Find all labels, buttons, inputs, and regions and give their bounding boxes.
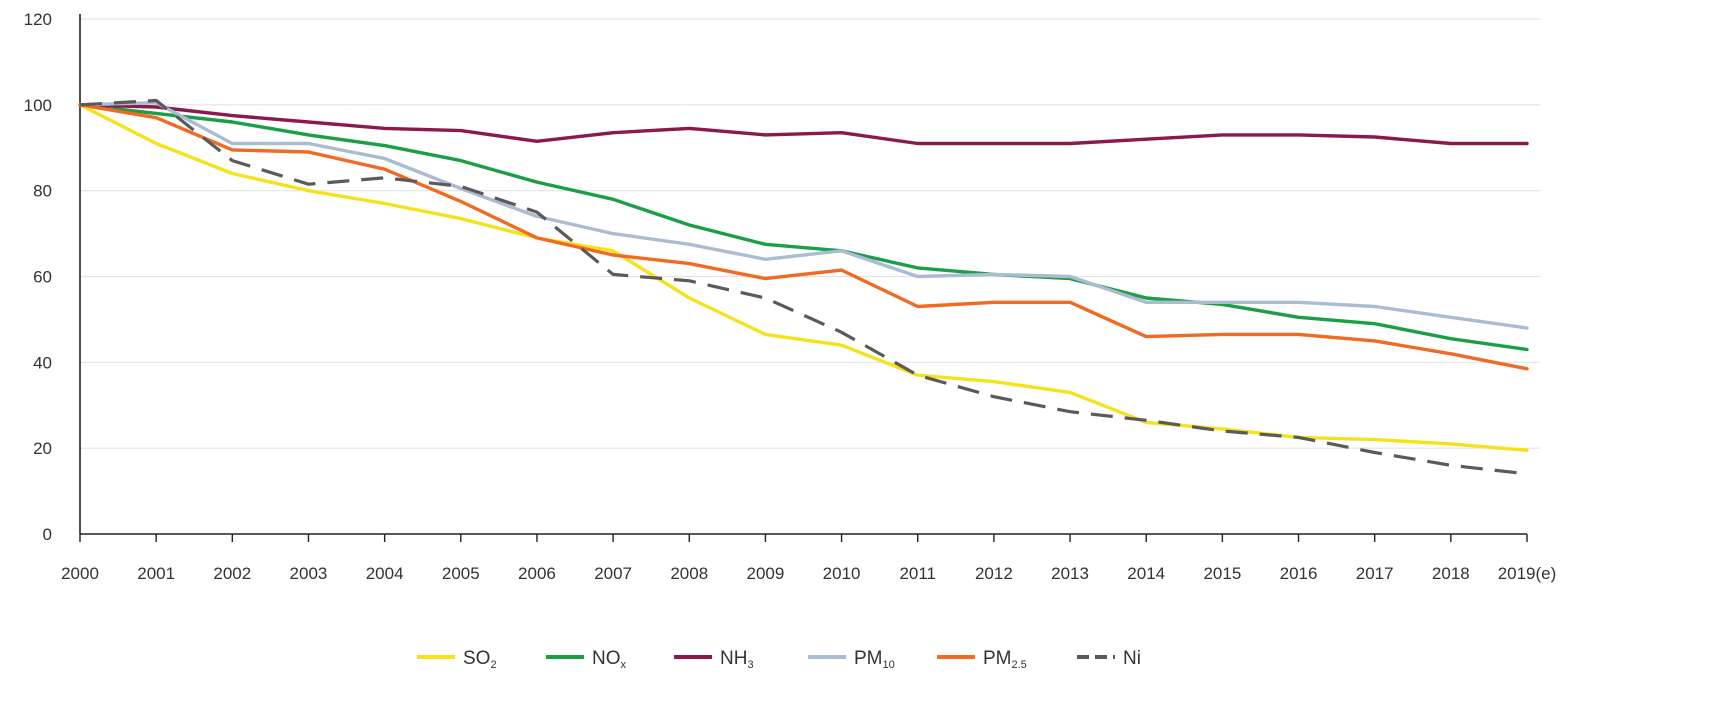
legend-subscript: 2	[490, 659, 496, 671]
y-tick-label: 120	[24, 10, 52, 29]
legend-label-nh3: NH3	[720, 648, 754, 671]
y-tick-label: 100	[24, 96, 52, 115]
x-tick-label: 2014	[1127, 564, 1165, 583]
legend-label-ni: Ni	[1123, 648, 1141, 669]
x-tick-label: 2010	[823, 564, 861, 583]
legend-subscript: 2.5	[1012, 659, 1027, 671]
y-tick-label: 80	[33, 182, 52, 201]
y-tick-label: 60	[33, 268, 52, 287]
x-tick-label: 2009	[747, 564, 785, 583]
x-tick-label: 2005	[442, 564, 480, 583]
series-line-ni	[79, 98, 1528, 476]
series-line-so2	[78, 103, 1529, 452]
legend-name: NH	[720, 648, 747, 669]
y-tick-labels: 0 20 40 60 80 100 120	[24, 10, 52, 544]
y-tick-label: 40	[33, 353, 52, 372]
legend-item-nox: NOx	[546, 648, 627, 671]
legend-label-pm25: PM2.5	[983, 648, 1027, 671]
x-tick-label: 2007	[594, 564, 632, 583]
x-tick-label: 2019(e)	[1498, 564, 1557, 583]
legend-name: NO	[592, 648, 621, 669]
x-tick-label: 2012	[975, 564, 1013, 583]
legend-name: PM	[983, 648, 1012, 669]
legend-label-so2: SO2	[463, 648, 497, 671]
legend-subscript: 10	[883, 659, 895, 671]
legend-item-so2: SO2	[417, 648, 497, 671]
legend-subscript: 3	[747, 659, 753, 671]
x-tick-label: 2003	[290, 564, 328, 583]
y-tick-label: 20	[33, 439, 52, 458]
legend-name: SO	[463, 648, 490, 669]
series-line-pm25	[78, 103, 1529, 371]
legend-name: PM	[854, 648, 883, 669]
x-tick-label: 2016	[1280, 564, 1318, 583]
x-tick-labels: 2000 2001 2002 2003 2004 2005 2006 2007 2008 2009…	[61, 564, 1556, 583]
legend-label-nox: NOx	[592, 648, 627, 671]
x-tick-label: 2008	[670, 564, 708, 583]
x-tick-label: 2011	[899, 564, 936, 583]
series-lines	[78, 98, 1529, 476]
x-tick-label: 2017	[1356, 564, 1394, 583]
series-line-nh3	[78, 103, 1529, 146]
x-tick-label: 2013	[1051, 564, 1089, 583]
y-tick-label: 0	[43, 525, 52, 544]
series-line-pm10	[78, 100, 1529, 330]
x-tick-label: 2000	[61, 564, 99, 583]
legend: SO2 NOx NH3 PM10 PM2.5 Ni	[417, 648, 1141, 671]
legend-label-pm10: PM10	[854, 648, 895, 671]
x-tick-label: 2004	[366, 564, 404, 583]
axes	[79, 14, 1528, 542]
series-line-nox	[78, 103, 1529, 352]
grid-lines	[80, 18, 1540, 449]
legend-subscript: x	[621, 659, 627, 671]
legend-item-nh3: NH3	[674, 648, 754, 671]
legend-item-pm10: PM10	[808, 648, 895, 671]
legend-item-ni: Ni	[1077, 648, 1141, 669]
x-tick-label: 2018	[1432, 564, 1470, 583]
legend-name: Ni	[1123, 648, 1141, 669]
x-tick-label: 2006	[518, 564, 556, 583]
x-tick-label: 2002	[213, 564, 251, 583]
legend-item-pm25: PM2.5	[937, 648, 1027, 671]
x-tick-label: 2001	[137, 564, 175, 583]
x-tick-label: 2015	[1203, 564, 1241, 583]
